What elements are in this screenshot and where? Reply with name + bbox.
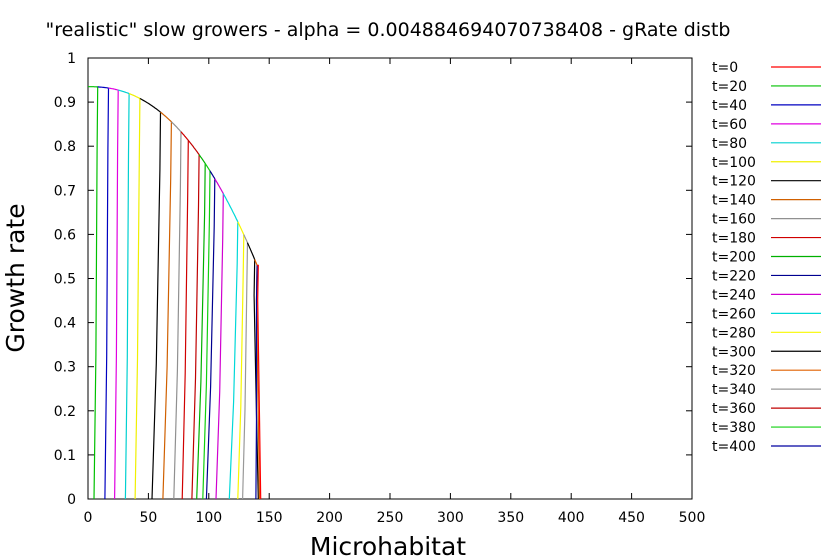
- axis-ticks: 0 50 100 150 200 250 300 350 400 450 500 0 0.1 0.2 0.3…: [54, 51, 706, 526]
- legend-label: t=280: [712, 325, 756, 341]
- y-tick-label: 0.6: [54, 227, 76, 243]
- x-tick-label: 100: [195, 510, 222, 526]
- series-line: [246, 242, 259, 500]
- legend-label: t=320: [712, 363, 756, 379]
- legend-label: t=0: [712, 60, 738, 76]
- series-line: [205, 170, 216, 500]
- legend-label: t=340: [712, 382, 756, 398]
- y-tick-label: 0.1: [54, 448, 76, 464]
- chart-title: "realistic" slow growers - alpha = 0.004…: [46, 19, 731, 41]
- series-line: [97, 86, 110, 500]
- y-tick-label: 0.9: [54, 95, 76, 111]
- y-axis-label: Growth rate: [1, 203, 30, 352]
- legend-label: t=300: [712, 344, 756, 360]
- legend-label: t=20: [712, 79, 747, 95]
- series-layer: [88, 86, 262, 500]
- x-tick-label: 0: [84, 510, 93, 526]
- y-tick-label: 0.7: [54, 183, 76, 199]
- x-axis-label: Microhabitat: [310, 532, 466, 560]
- series-line: [196, 154, 206, 500]
- series-line: [242, 234, 249, 500]
- legend-label: t=400: [712, 439, 756, 455]
- y-tick-label: 1: [67, 51, 76, 67]
- series-line: [170, 121, 182, 500]
- series-line: [139, 97, 162, 500]
- y-tick-label: 0: [67, 492, 76, 508]
- series-line: [255, 265, 258, 500]
- series-line: [128, 93, 141, 500]
- series-line: [257, 264, 262, 500]
- series-line: [237, 221, 245, 500]
- legend-label: t=200: [712, 250, 756, 266]
- x-tick-label: 500: [679, 510, 706, 526]
- series-line: [254, 259, 261, 500]
- series-line: [202, 163, 211, 500]
- legend: t=0 t=20 t=40 t=60 t=80 t=100 t=120 t=140 t=160 t…: [712, 60, 821, 455]
- x-tick-label: 50: [139, 510, 157, 526]
- legend-label: t=260: [712, 306, 756, 322]
- x-tick-label: 150: [256, 510, 283, 526]
- legend-label: t=360: [712, 401, 756, 417]
- legend-label: t=140: [712, 193, 756, 209]
- y-tick-label: 0.5: [54, 272, 76, 288]
- legend-label: t=100: [712, 155, 756, 171]
- x-tick-label: 450: [618, 510, 645, 526]
- legend-label: t=80: [712, 136, 747, 152]
- y-tick-label: 0.4: [54, 316, 76, 332]
- series-line: [180, 131, 189, 500]
- series-line: [88, 86, 99, 500]
- series-line: [187, 139, 200, 500]
- y-tick-label: 0.2: [54, 404, 76, 420]
- legend-label: t=380: [712, 420, 756, 436]
- series-line: [108, 87, 119, 500]
- y-tick-label: 0.8: [54, 139, 76, 155]
- x-tick-label: 200: [316, 510, 343, 526]
- legend-label: t=240: [712, 287, 756, 303]
- series-line: [160, 111, 173, 500]
- legend-label: t=60: [712, 117, 747, 133]
- series-line: [222, 193, 239, 500]
- legend-label: t=120: [712, 174, 756, 190]
- x-tick-label: 250: [377, 510, 404, 526]
- legend-label: t=40: [712, 98, 747, 114]
- series-line: [214, 178, 224, 500]
- y-tick-label: 0.3: [54, 360, 76, 376]
- x-tick-label: 300: [437, 510, 464, 526]
- x-tick-label: 400: [558, 510, 585, 526]
- x-tick-label: 350: [497, 510, 524, 526]
- legend-label: t=220: [712, 268, 756, 284]
- legend-label: t=180: [712, 231, 756, 247]
- legend-label: t=160: [712, 212, 756, 228]
- series-line: [118, 89, 130, 500]
